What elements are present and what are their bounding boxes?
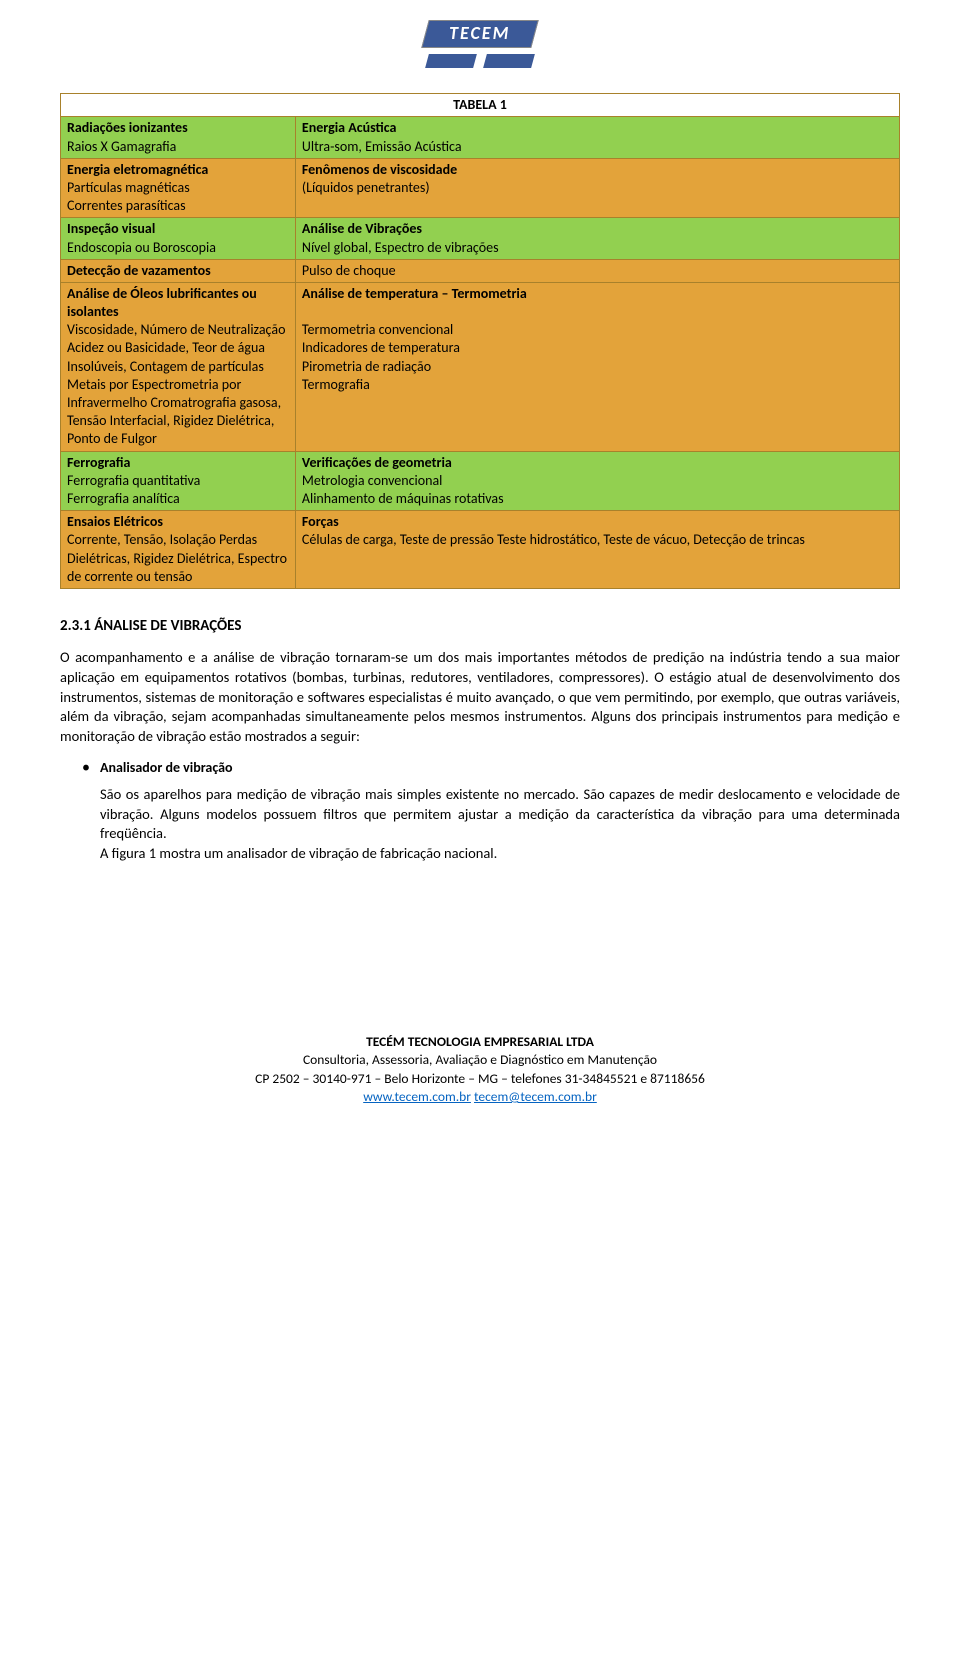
- section-paragraph: O acompanhamento e a análise de vibração…: [60, 648, 900, 746]
- table-row-right: Energia Acústica Ultra-som, Emissão Acús…: [295, 117, 899, 158]
- table-row-left: Inspeção visual Endoscopia ou Boroscopia: [61, 218, 296, 259]
- page-footer: TECÉM TECNOLOGIA EMPRESARIAL LTDA Consul…: [60, 1033, 900, 1106]
- logo-text: TECEM: [449, 22, 510, 45]
- table-row-right: Análise de temperatura – Termometria Ter…: [295, 282, 899, 451]
- logo-bar-right: [483, 54, 535, 68]
- bullet-body-2: A figura 1 mostra um analisador de vibra…: [60, 844, 900, 864]
- table-row-right: Verificações de geometria Metrologia con…: [295, 451, 899, 511]
- footer-line3: CP 2502 – 30140-971 – Belo Horizonte – M…: [60, 1070, 900, 1088]
- bullet-list: Analisador de vibração: [60, 758, 900, 779]
- footer-link-web[interactable]: www.tecem.com.br: [363, 1088, 471, 1105]
- tabela-1: TABELA 1 Radiações ionizantes Raios X Ga…: [60, 93, 900, 589]
- table-row-left: Detecção de vazamentos: [61, 259, 296, 282]
- table-row-left: Energia eletromagnética Partículas magné…: [61, 158, 296, 218]
- table-title: TABELA 1: [61, 94, 900, 117]
- logo-bars: [425, 54, 535, 68]
- logo-banner: TECEM: [421, 20, 539, 48]
- bullet-body-1: São os aparelhos para medição de vibraçã…: [60, 785, 900, 844]
- table-row-right: Análise de Vibrações Nível global, Espec…: [295, 218, 899, 259]
- footer-company: TECÉM TECNOLOGIA EMPRESARIAL LTDA: [60, 1033, 900, 1051]
- table-row-left: Análise de Óleos lubrificantes ou isolan…: [61, 282, 296, 451]
- table-row-right: Fenômenos de viscosidade (Líquidos penet…: [295, 158, 899, 218]
- table-row-right: Pulso de choque: [295, 259, 899, 282]
- section-heading: 2.3.1 ÁNALISE DE VIBRAÇÕES: [60, 617, 900, 637]
- bullet-title: Analisador de vibração: [100, 759, 233, 776]
- logo-bar-left: [425, 54, 477, 68]
- table-row-left: Radiações ionizantes Raios X Gamagrafia: [61, 117, 296, 158]
- table-row-left: Ensaios Elétricos Corrente, Tensão, Isol…: [61, 511, 296, 589]
- footer-line2: Consultoria, Assessoria, Avaliação e Dia…: [60, 1051, 900, 1069]
- table-row-right: Forças Células de carga, Teste de pressã…: [295, 511, 899, 589]
- footer-link-email[interactable]: tecem@tecem.com.br: [474, 1088, 597, 1105]
- table-row-left: Ferrografia Ferrografia quantitativa Fer…: [61, 451, 296, 511]
- header-logo: TECEM: [60, 20, 900, 73]
